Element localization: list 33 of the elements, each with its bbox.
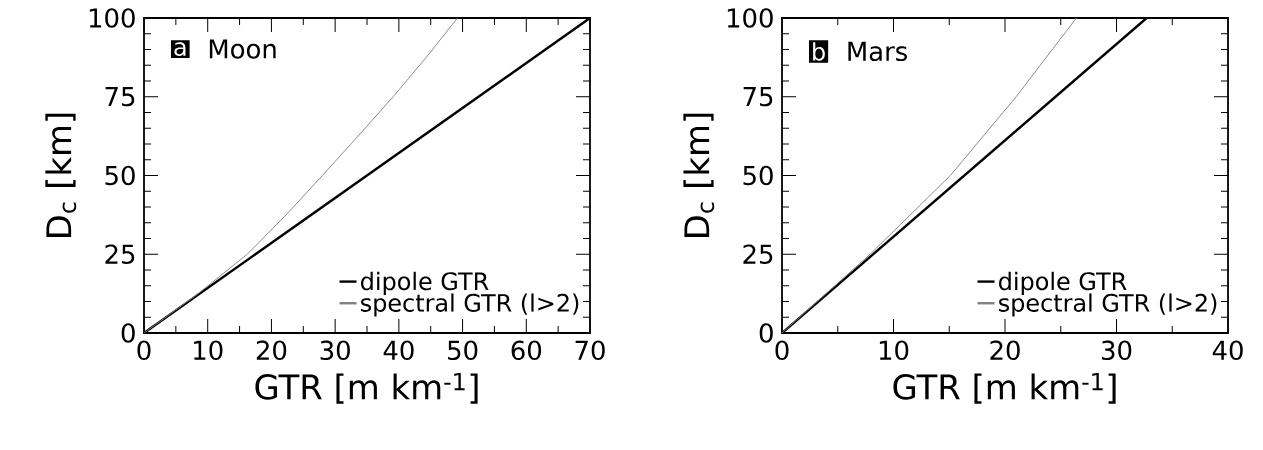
legend-label: spectral GTR (l>2) — [999, 293, 1217, 317]
y-tick-label: 50 — [105, 165, 135, 186]
x-tick-label: 0 — [775, 340, 789, 361]
x-tick-label: 20 — [990, 340, 1020, 361]
text: Moon — [209, 39, 276, 59]
x-tick-label: 20 — [256, 340, 287, 361]
y-axis-title: D$_{c}$ [km] — [683, 113, 715, 237]
y-tick-label: 75 — [105, 87, 135, 107]
annotation: b — [813, 42, 825, 61]
text: Mars — [848, 41, 907, 62]
x-tick-label: 40 — [383, 340, 414, 361]
x-tick-label: 60 — [511, 340, 542, 361]
x-axis-title: GTR [m km$^{-1}$] — [255, 372, 478, 404]
x-tick-label: 50 — [448, 340, 478, 361]
x-tick-label: 10 — [879, 340, 909, 361]
x-axis-title: GTR [m km$^{-1}$] — [893, 372, 1116, 404]
y-axis-title: D$_{c}$ [km] — [45, 113, 77, 237]
x-tick-label: 70 — [575, 340, 605, 361]
y-tick-label: 25 — [743, 244, 773, 265]
y-tick-label: 100 — [727, 8, 773, 28]
y-tick-label: 0 — [121, 323, 135, 343]
x-tick-label: 0 — [137, 340, 151, 361]
annotation: a — [174, 42, 186, 56]
y-tick-label: 75 — [743, 87, 773, 107]
y-tick-label: 25 — [105, 244, 135, 265]
y-tick-label: 100 — [89, 8, 135, 28]
legend-label: spectral GTR (l>2) — [361, 293, 579, 317]
y-tick-label: 50 — [743, 165, 773, 186]
y-tick-label: 0 — [759, 323, 773, 343]
x-tick-label: 40 — [1212, 340, 1243, 361]
x-tick-label: 30 — [1102, 340, 1132, 361]
x-tick-label: 10 — [194, 340, 223, 361]
x-tick-label: 30 — [320, 340, 350, 361]
